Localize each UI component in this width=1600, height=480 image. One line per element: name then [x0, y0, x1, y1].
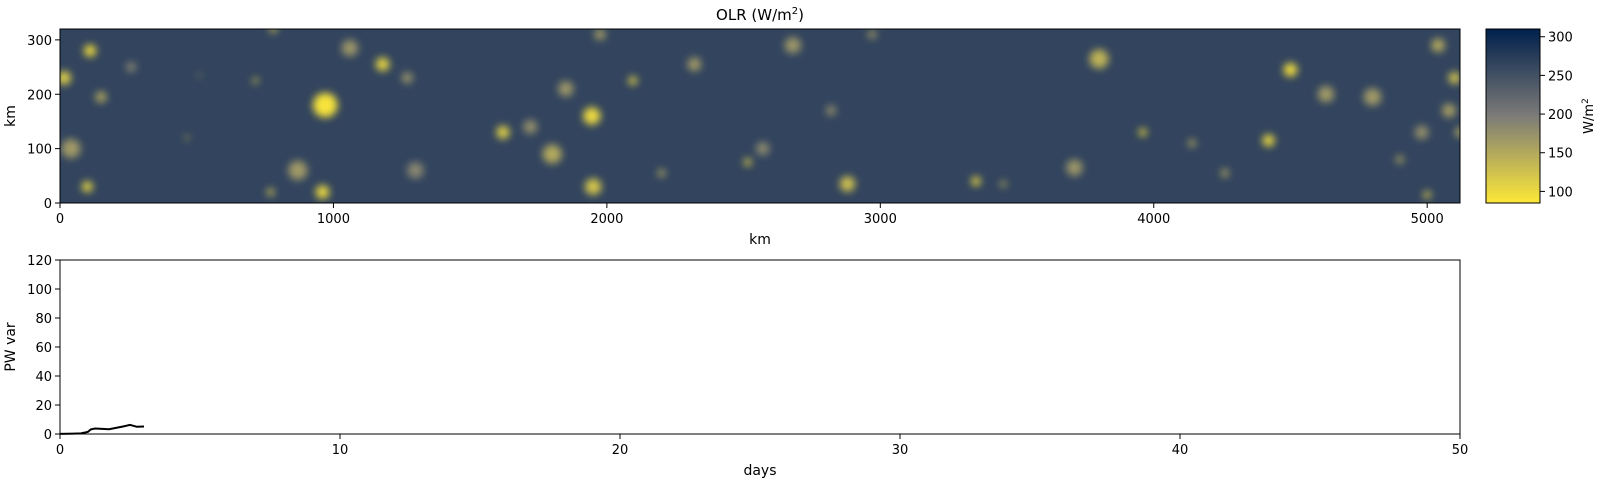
olr-cell	[839, 176, 856, 192]
olr-cell	[1448, 71, 1460, 84]
olr-cell	[1220, 168, 1229, 178]
olr-cell	[868, 30, 877, 39]
olr-cell	[1396, 155, 1404, 164]
line-y-axis: 0 20 40 60 80 100 120	[27, 254, 60, 443]
olr-cell	[1262, 134, 1275, 147]
x-tick-label: 20	[612, 443, 629, 458]
y-tick-label: 120	[27, 254, 52, 269]
line-x-label: days	[743, 463, 776, 479]
olr-cell	[1423, 191, 1432, 199]
olr-cell	[971, 176, 981, 186]
olr-cell	[1455, 127, 1460, 138]
x-tick-label: 3000	[864, 212, 897, 227]
olr-cell	[594, 29, 606, 40]
olr-cell	[585, 178, 602, 195]
olr-cell	[1066, 159, 1083, 176]
olr-cell	[583, 107, 601, 125]
olr-cell	[252, 77, 259, 84]
olr-cell	[185, 135, 190, 140]
olr-cell	[95, 91, 107, 103]
olr-cell	[687, 57, 702, 72]
olr-cell	[197, 73, 202, 77]
olr-cell	[784, 37, 802, 54]
colorbar-tick-label: 100	[1548, 185, 1573, 200]
heatmap-x-label: km	[749, 232, 771, 248]
olr-cell	[1363, 88, 1382, 106]
y-tick-label: 100	[27, 283, 52, 298]
olr-cell	[288, 160, 308, 180]
olr-cell	[269, 29, 278, 33]
olr-cell	[743, 158, 752, 167]
heatmap-y-axis: 0 100 200 300	[27, 34, 60, 212]
colorbar-axis: 100 150 200 250 300	[1540, 31, 1573, 200]
x-tick-label: 40	[1172, 443, 1189, 458]
olr-cell	[375, 57, 390, 72]
olr-cell	[1138, 128, 1147, 137]
olr-cell	[266, 188, 275, 196]
olr-cell	[315, 185, 330, 199]
x-tick-label: 4000	[1137, 212, 1170, 227]
olr-cell	[523, 120, 538, 134]
x-tick-label: 2000	[590, 212, 623, 227]
olr-cell	[61, 139, 81, 159]
x-tick-label: 10	[332, 443, 349, 458]
colorbar-tick-label: 250	[1548, 69, 1573, 84]
x-tick-label: 50	[1452, 443, 1469, 458]
olr-cell	[558, 81, 574, 97]
y-tick-label: 20	[35, 399, 52, 414]
y-tick-label: 300	[27, 34, 52, 49]
olr-cell	[1442, 103, 1456, 118]
olr-cell	[407, 162, 424, 179]
x-tick-label: 0	[56, 443, 64, 458]
heatmap-y-label: km	[3, 105, 19, 127]
olr-cell	[542, 144, 562, 164]
colorbar-tick-label: 150	[1548, 147, 1573, 162]
y-tick-label: 60	[35, 341, 52, 356]
olr-cell	[60, 71, 71, 85]
line-x-axis: 0 10 20 30 40 50	[56, 434, 1468, 458]
colorbar-label: W/m2	[1581, 98, 1597, 134]
olr-cell	[756, 142, 770, 156]
olr-cell	[81, 181, 93, 193]
y-tick-label: 80	[35, 312, 52, 327]
heatmap-title: OLR (W/m2)	[716, 6, 804, 24]
heatmap-background	[60, 29, 1460, 203]
x-tick-label: 1000	[317, 212, 350, 227]
x-tick-label: 0	[56, 212, 64, 227]
olr-cell	[628, 76, 638, 86]
line-y-label: PW var	[3, 322, 19, 372]
olr-cell	[341, 39, 359, 57]
y-tick-label: 0	[44, 428, 52, 443]
colorbar-tick-label: 200	[1548, 108, 1573, 123]
olr-cell	[312, 92, 338, 118]
heatmap-plot-area	[60, 29, 1460, 203]
olr-cell	[84, 44, 97, 57]
olr-cell	[1431, 38, 1445, 53]
heatmap-frame	[59, 28, 1461, 204]
y-tick-label: 100	[27, 143, 52, 158]
y-tick-label: 40	[35, 370, 52, 385]
y-tick-label: 200	[27, 88, 52, 103]
olr-cell	[1317, 86, 1335, 103]
olr-cell	[657, 169, 666, 177]
heatmap-x-axis: 0 1000 2000 3000 4000 5000	[56, 203, 1444, 227]
olr-cell	[496, 125, 510, 139]
olr-cell	[1000, 180, 1007, 188]
olr-cell	[1283, 62, 1298, 77]
olr-cell	[826, 105, 837, 116]
olr-cell	[401, 72, 413, 84]
olr-cell	[126, 62, 137, 72]
olr-cell	[1414, 125, 1429, 140]
x-tick-label: 5000	[1411, 212, 1444, 227]
colorbar	[1485, 28, 1541, 204]
line-plot-frame	[59, 259, 1461, 435]
pw-var-line	[59, 423, 145, 435]
x-tick-label: 30	[892, 443, 909, 458]
olr-cell	[1089, 49, 1109, 69]
olr-cell	[1188, 139, 1196, 148]
colorbar-tick-label: 300	[1548, 31, 1573, 46]
y-tick-label: 0	[44, 197, 52, 212]
